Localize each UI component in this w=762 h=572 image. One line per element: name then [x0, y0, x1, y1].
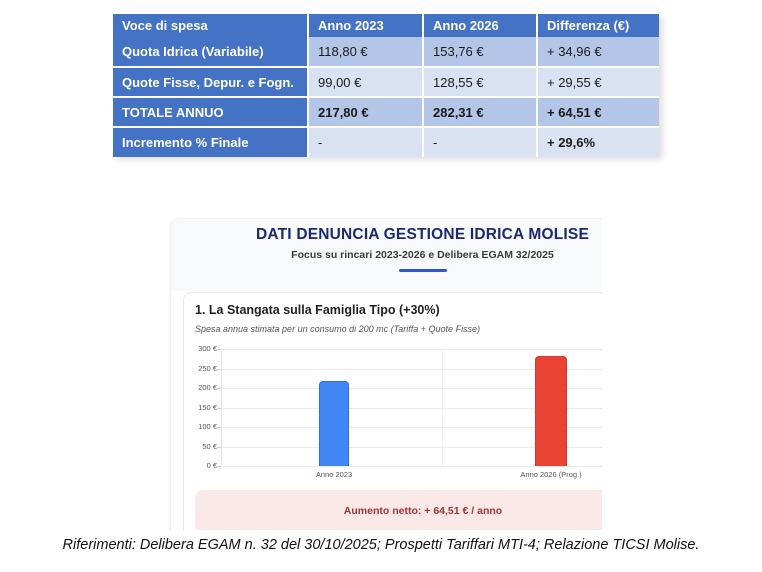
gridline — [222, 407, 602, 409]
references-caption: Riferimenti: Delibera EGAM n. 32 del 30/… — [62, 537, 700, 553]
table-cell: - — [308, 127, 424, 157]
embedded-dashboard-image: DATI DENUNCIA GESTIONE IDRICA MOLISE Foc… — [169, 211, 602, 530]
header-anno-2023: Anno 2023 — [308, 14, 424, 37]
header-differenza: Differenza (€) — [537, 14, 659, 37]
increase-banner: Aumento netto: + 64,51 € / anno — [195, 490, 602, 530]
gridline — [222, 427, 602, 428]
title-divider — [398, 269, 447, 272]
x-axis-category-label: Anno 2026 (Prog.) — [520, 470, 582, 479]
tariff-table-header: Voce di spesa Anno 2023 Anno 2026 Differ… — [113, 14, 659, 37]
header-voce-di-spesa: Voce di spesa — [113, 14, 309, 37]
dashboard-header: DATI DENUNCIA GESTIONE IDRICA MOLISE Foc… — [171, 219, 602, 291]
table-cell: 153,76 € — [423, 37, 538, 68]
header-anno-2026: Anno 2026 — [423, 14, 538, 37]
x-axis-category-label: Anno 2023 — [315, 470, 353, 479]
tariff-table-body: Quota Idrica (Variabile) 118,80 €153,76 €… — [113, 37, 659, 157]
table-cell: + 34,96 € — [537, 37, 659, 68]
gridline — [222, 388, 602, 389]
axis-tick — [217, 388, 221, 389]
chart-y-axis-labels: 0 € 50 € 100 € 150 € 200 € 250 € 300 € — [195, 344, 221, 482]
tariff-table: Voce di spesa Anno 2023 Anno 2026 Differ… — [113, 14, 659, 157]
gridline — [222, 466, 602, 467]
row-label: TOTALE ANNUO — [113, 97, 309, 128]
row-label: Incremento % Finale — [113, 127, 309, 157]
row-label: Quota Idrica (Variabile) — [113, 37, 309, 68]
y-axis-tick-label: 50 € — [202, 441, 217, 451]
increase-banner-text: Aumento netto: + 64,51 € / anno — [343, 505, 503, 517]
row-label: Quote Fisse, Depur. e Fogn. — [113, 67, 309, 98]
chart-panel: 1. La Stangata sulla Famiglia Tipo (+30%… — [183, 292, 602, 530]
table-cell: - — [423, 127, 538, 157]
table-cell: 217,80 € — [308, 97, 424, 128]
header-row: Voce di spesa Anno 2023 Anno 2026 Differ… — [113, 14, 659, 37]
axis-tick — [217, 446, 221, 448]
dashboard-title: DATI DENUNCIA GESTIONE IDRICA MOLISE — [256, 226, 589, 243]
table-cell: + 29,6% — [537, 127, 659, 157]
dashboard-card: DATI DENUNCIA GESTIONE IDRICA MOLISE Foc… — [170, 218, 602, 530]
table-cell: 99,00 € — [308, 67, 424, 98]
table-cell: 282,31 € — [423, 97, 538, 128]
chart-plot: Anno 2023 Anno 2026 (Prog.) — [217, 349, 602, 479]
y-axis-tick-label: 300 € — [198, 344, 217, 353]
gridline — [222, 446, 602, 448]
y-axis-tick-label: 0 € — [206, 461, 217, 470]
axis-tick — [217, 349, 221, 350]
dashboard-subtitle: Focus su rincari 2023-2026 e Delibera EG… — [291, 249, 554, 261]
y-axis-tick-label: 100 € — [198, 422, 217, 431]
bar-anno-2023 — [319, 381, 349, 466]
table-cell: + 64,51 € — [537, 97, 659, 128]
y-axis-tick-label: 200 € — [198, 383, 217, 392]
gridline — [222, 349, 602, 350]
chart-section-subtitle: Spesa annua stimata per un consumo di 20… — [195, 324, 481, 334]
y-axis-tick-label: 150 € — [198, 402, 217, 412]
table-cell: 128,55 € — [423, 67, 538, 98]
category-boundary-gridline — [442, 349, 443, 466]
bar-anno-2026-prog- — [535, 356, 567, 466]
table-row: TOTALE ANNUO 217,80 €282,31 € + 64,51 € — [113, 97, 659, 128]
axis-tick — [217, 427, 221, 428]
table-cell: + 29,55 € — [537, 67, 659, 98]
table-cell: 118,80 € — [308, 37, 424, 68]
axis-tick — [217, 466, 221, 467]
axis-tick — [217, 368, 221, 370]
gridline — [222, 368, 602, 370]
bar-chart: 0 € 50 € 100 € 150 € 200 € 250 € 300 € Anno 20… — [195, 344, 602, 482]
table-row: Quota Idrica (Variabile) 118,80 €153,76 €… — [113, 37, 659, 68]
chart-section-title: 1. La Stangata sulla Famiglia Tipo (+30%… — [195, 303, 440, 317]
axis-tick — [217, 407, 221, 409]
y-axis-tick-label: 250 € — [198, 363, 217, 373]
dashboard-body: 1. La Stangata sulla Famiglia Tipo (+30%… — [171, 291, 602, 530]
table-row: Quote Fisse, Depur. e Fogn. 99,00 €128,55… — [113, 67, 659, 98]
table-row: Incremento % Finale - - + 29,6% — [113, 127, 659, 157]
